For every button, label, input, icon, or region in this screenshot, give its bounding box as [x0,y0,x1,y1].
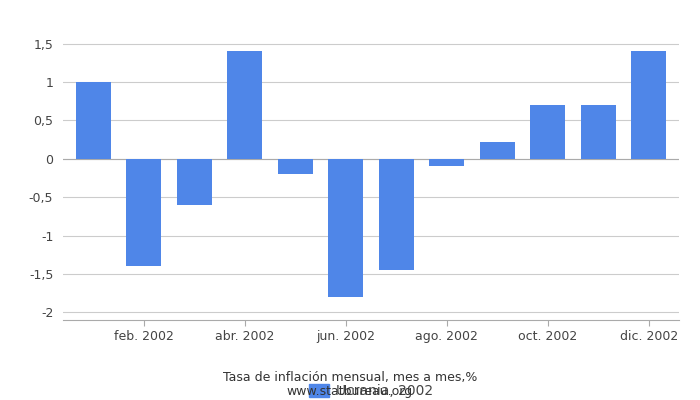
Bar [379,159,414,270]
Bar [278,159,313,174]
Text: www.statbureau.org: www.statbureau.org [287,386,413,398]
Bar [76,82,111,159]
Legend: Ucrania, 2002: Ucrania, 2002 [303,379,439,400]
Text: Tasa de inflación mensual, mes a mes,%: Tasa de inflación mensual, mes a mes,% [223,372,477,384]
Bar [429,159,464,166]
Bar [328,159,363,297]
Bar [530,105,566,159]
Bar [227,51,262,159]
Bar [126,159,162,266]
Bar [176,159,212,205]
Bar [580,105,616,159]
Bar [631,51,666,159]
Bar [480,142,515,159]
